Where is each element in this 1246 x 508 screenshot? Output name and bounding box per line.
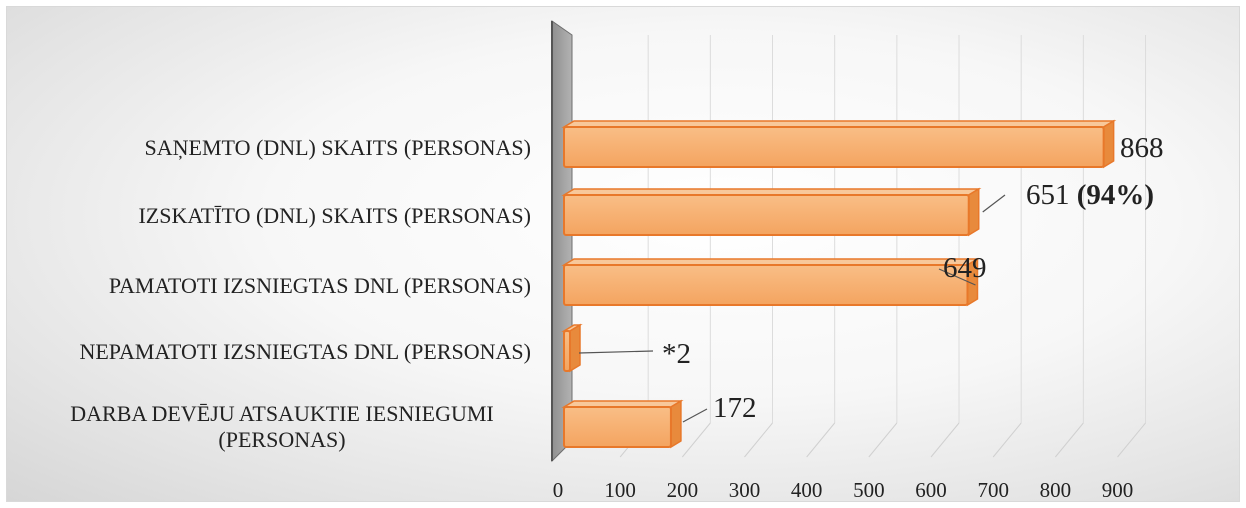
bar-side xyxy=(569,323,581,373)
bar-chart: SAŅEMTO (DNL) SKAITS (PERSONAS) IZSKATĪTO… xyxy=(70,20,1164,502)
bar xyxy=(561,187,982,237)
floor-gridline xyxy=(681,422,711,458)
category-label: PAMATOTI IZSNIEGTAS DNL (PERSONAS) xyxy=(109,273,531,298)
bar-front xyxy=(563,330,571,372)
category-label-line: (PERSONAS) xyxy=(218,427,345,452)
category-label-line: PAMATOTI IZSNIEGTAS DNL (PERSONAS) xyxy=(109,273,531,298)
bar-front xyxy=(563,194,970,236)
tick-label: 300 xyxy=(729,478,761,502)
bars xyxy=(561,119,1117,449)
leader-line xyxy=(982,194,1006,213)
bar xyxy=(561,119,1117,169)
data-label: 649 xyxy=(943,252,987,284)
floor-gridline xyxy=(806,422,836,458)
data-label: 172 xyxy=(713,392,757,424)
data-label-value: *2 xyxy=(662,338,691,370)
category-label-line: NEPAMATOTI IZSNIEGTAS DNL (PERSONAS) xyxy=(79,339,531,364)
data-label: 868 xyxy=(1120,132,1164,164)
bar-side xyxy=(670,399,682,449)
data-label-value: 172 xyxy=(713,392,757,424)
tick-label: 0 xyxy=(553,478,564,502)
category-label: NEPAMATOTI IZSNIEGTAS DNL (PERSONAS) xyxy=(79,339,531,364)
leader-line xyxy=(682,408,708,423)
tick-label: 600 xyxy=(915,478,947,502)
data-label: 651 (94%) xyxy=(1026,179,1154,211)
floor-gridline xyxy=(1117,422,1146,458)
tick-labels: 0 100 200 300 400 500 600 700 800 900 xyxy=(553,478,1134,502)
tick-label: 800 xyxy=(1040,478,1072,502)
data-labels: 868 651 (94%) 649 *2 172 xyxy=(662,132,1164,424)
axis-wall-face xyxy=(551,20,573,463)
tick-label: 100 xyxy=(604,478,636,502)
leader-line xyxy=(578,350,654,354)
bar-front xyxy=(563,406,672,448)
category-label: SAŅEMTO (DNL) SKAITS (PERSONAS) xyxy=(145,135,531,160)
data-label-value: 868 xyxy=(1120,132,1164,164)
floor-gridline xyxy=(744,422,773,458)
axis-wall xyxy=(551,20,573,463)
gridlines xyxy=(619,35,1147,458)
leader-line xyxy=(938,268,976,286)
category-label-line: IZSKATĪTO (DNL) SKAITS (PERSONAS) xyxy=(138,203,531,228)
bar-side xyxy=(1102,119,1115,169)
category-label: IZSKATĪTO (DNL) SKAITS (PERSONAS) xyxy=(138,203,531,228)
data-label-value: 649 xyxy=(943,252,987,284)
bar xyxy=(561,399,684,449)
category-label-line: DARBA DEVĒJU ATSAUKTIE IESNIEGUMI xyxy=(70,401,494,426)
bar-front xyxy=(563,264,969,306)
tick-label: 700 xyxy=(977,478,1009,502)
chart-area: SAŅEMTO (DNL) SKAITS (PERSONAS) IZSKATĪTO… xyxy=(6,6,1240,502)
data-label-percent: (94%) xyxy=(1077,179,1154,211)
category-labels: SAŅEMTO (DNL) SKAITS (PERSONAS) IZSKATĪTO… xyxy=(70,135,531,452)
bar-front xyxy=(563,126,1105,168)
tick-label: 200 xyxy=(667,478,699,502)
category-label-line: SAŅEMTO (DNL) SKAITS (PERSONAS) xyxy=(145,135,531,160)
floor-gridline xyxy=(868,422,898,458)
tick-label: 400 xyxy=(791,478,823,502)
data-label: *2 xyxy=(662,338,691,370)
floor-gridline xyxy=(1054,422,1084,458)
data-label-value: 651 xyxy=(1026,179,1077,211)
tick-label: 500 xyxy=(853,478,885,502)
category-label: DARBA DEVĒJU ATSAUKTIE IESNIEGUMI (PERSON… xyxy=(70,401,494,452)
bar xyxy=(561,257,981,307)
tick-label: 900 xyxy=(1102,478,1134,502)
bar-side xyxy=(967,187,980,237)
leader-lines xyxy=(578,194,1006,423)
bar xyxy=(561,323,583,373)
floor-gridline xyxy=(930,422,960,458)
floor-gridline xyxy=(992,422,1022,458)
